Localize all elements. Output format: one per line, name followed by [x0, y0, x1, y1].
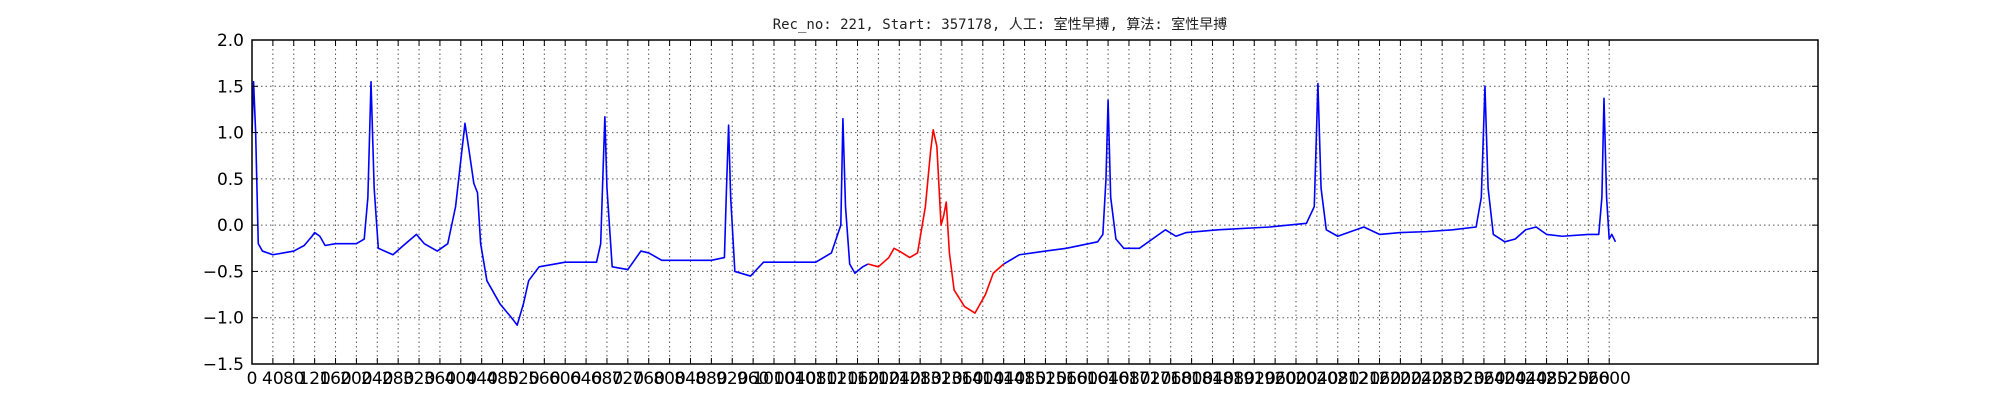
- x-tick-label: 2120: [1337, 369, 1380, 389]
- x-tick-label: 1480: [1003, 369, 1046, 389]
- x-tick-label: 2040: [1295, 369, 1338, 389]
- ecg-segment-blue: [1003, 82, 1617, 265]
- x-tick-label: 1200: [857, 369, 900, 389]
- x-tick-label: 360: [424, 369, 456, 389]
- x-tick-label: 2240: [1400, 369, 1443, 389]
- x-tick-label: 1160: [836, 369, 879, 389]
- y-tick-label: −1.0: [203, 309, 244, 329]
- x-tick-label: 1640: [1086, 369, 1129, 389]
- x-tick-label: 2280: [1421, 369, 1464, 389]
- x-tick-label: 1720: [1128, 369, 1171, 389]
- x-tick-label: 760: [632, 369, 664, 389]
- x-tick-label: 1440: [982, 369, 1025, 389]
- x-tick-label: 680: [591, 369, 623, 389]
- x-tick-label: 1760: [1149, 369, 1192, 389]
- x-tick-label: 640: [570, 369, 602, 389]
- y-tick-label: 2.0: [217, 31, 244, 51]
- x-tick-label: 1000: [752, 369, 795, 389]
- x-tick-label: 320: [403, 369, 435, 389]
- y-tick-label: −1.5: [203, 355, 244, 375]
- x-tick-label: 2160: [1358, 369, 1401, 389]
- x-tick-label: 1880: [1212, 369, 1255, 389]
- x-tick-label: 2360: [1462, 369, 1505, 389]
- x-tick-label: 1360: [940, 369, 983, 389]
- x-tick-label: 2480: [1525, 369, 1568, 389]
- y-axis-ticks: −1.5 −1.0 −0.5 0.0 0.5 1.0 1.5 2.0: [203, 31, 1818, 375]
- x-tick-label: 2320: [1441, 369, 1484, 389]
- x-tick-label: 40: [262, 369, 284, 389]
- x-tick-label: 2080: [1316, 369, 1359, 389]
- x-tick-label: 600: [549, 369, 581, 389]
- x-tick-label: 2200: [1379, 369, 1422, 389]
- x-tick-label: 1240: [878, 369, 921, 389]
- x-tick-label: 480: [486, 369, 518, 389]
- x-tick-label: 920: [716, 369, 748, 389]
- x-tick-label: 400: [445, 369, 477, 389]
- x-tick-label: 0: [247, 369, 258, 389]
- x-tick-label: 1320: [919, 369, 962, 389]
- x-tick-label: 2400: [1483, 369, 1526, 389]
- chart-title: Rec_no: 221, Start: 357178, 人工: 室性早搏, 算法…: [772, 17, 1228, 33]
- ecg-segment-red: [867, 128, 1005, 314]
- x-tick-label: 800: [653, 369, 685, 389]
- x-tick-label: 720: [612, 369, 644, 389]
- plot-area-frame: [251, 39, 1819, 365]
- x-tick-label: 520: [507, 369, 539, 389]
- grid-lines: [252, 40, 1818, 364]
- x-tick-label: 1600: [1066, 369, 1109, 389]
- x-tick-label: 80: [283, 369, 305, 389]
- x-tick-label: 120: [298, 369, 330, 389]
- x-tick-label: 1120: [815, 369, 858, 389]
- x-tick-label: 1840: [1191, 369, 1234, 389]
- x-tick-label: 2560: [1567, 369, 1610, 389]
- x-tick-label: 1960: [1253, 369, 1296, 389]
- x-tick-label: 440: [465, 369, 497, 389]
- y-tick-label: 1.0: [217, 124, 244, 144]
- x-tick-label: 1280: [899, 369, 942, 389]
- y-tick-label: −0.5: [203, 262, 244, 282]
- y-tick-label: 0.5: [217, 170, 244, 190]
- x-tick-label: 160: [319, 369, 351, 389]
- x-tick-label: 560: [528, 369, 560, 389]
- ecg-segment-blue: [251, 80, 869, 326]
- x-tick-label: 200: [340, 369, 372, 389]
- y-tick-label: 0.0: [217, 216, 244, 236]
- x-tick-label: 1800: [1170, 369, 1213, 389]
- x-tick-label: 880: [695, 369, 727, 389]
- x-tick-label: 1680: [1107, 369, 1150, 389]
- x-tick-label: 1080: [794, 369, 837, 389]
- x-tick-label: 240: [361, 369, 393, 389]
- x-tick-label: 1560: [1045, 369, 1088, 389]
- x-tick-label: 2600: [1588, 369, 1631, 389]
- series-lines: [251, 80, 1617, 326]
- x-tick-label: 1520: [1024, 369, 1067, 389]
- x-axis-ticks: 0 40 8012016020024028032036040044048052056…: [247, 40, 1631, 389]
- x-tick-label: 1040: [773, 369, 816, 389]
- x-tick-label: 840: [674, 369, 706, 389]
- x-tick-label: 960: [737, 369, 769, 389]
- x-tick-label: 2000: [1274, 369, 1317, 389]
- y-tick-label: 1.5: [217, 77, 244, 97]
- x-tick-label: 280: [382, 369, 414, 389]
- x-tick-label: 1920: [1233, 369, 1276, 389]
- x-tick-label: 2520: [1546, 369, 1589, 389]
- x-tick-label: 2440: [1504, 369, 1547, 389]
- x-tick-label: 1400: [961, 369, 1004, 389]
